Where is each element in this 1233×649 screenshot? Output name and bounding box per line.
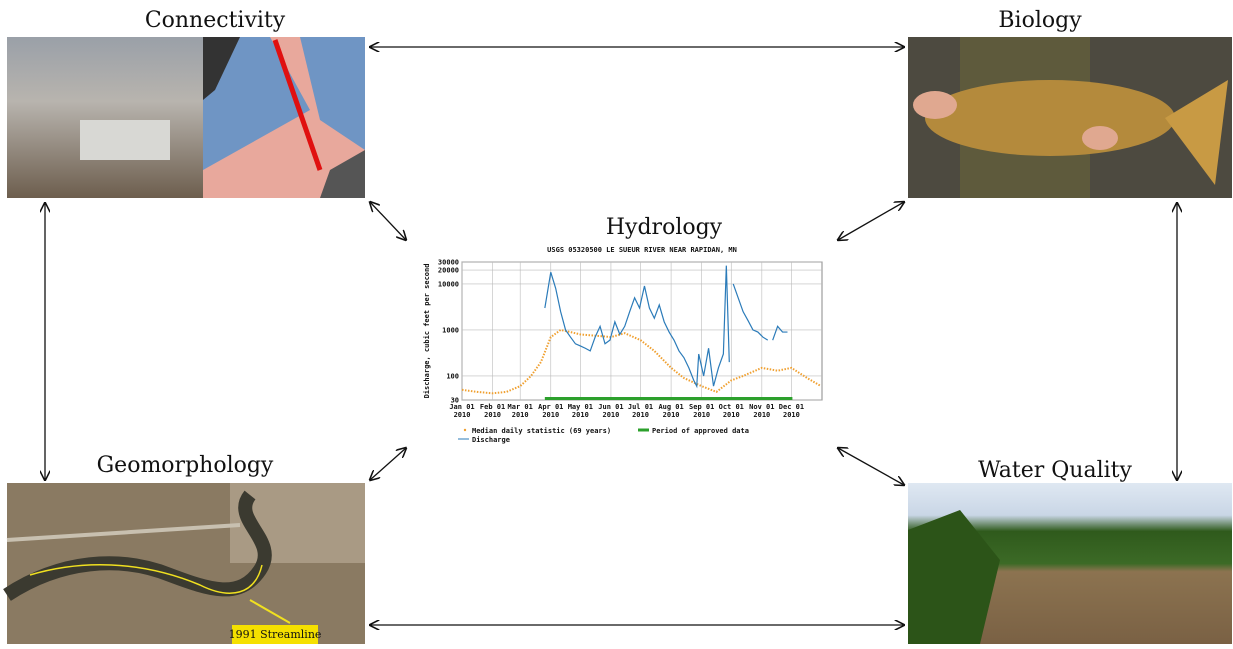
y-axis-label: Discharge, cubic feet per second	[423, 264, 431, 399]
legend-label: Discharge	[472, 436, 510, 444]
y-tick-label: 1000	[442, 326, 459, 334]
y-tick-label: 100	[446, 372, 459, 380]
legend-swatch	[464, 429, 466, 431]
annotation: 1991 Streamline	[229, 628, 322, 641]
y-tick-label: 20000	[438, 267, 459, 275]
node-label: Water Quality	[978, 458, 1132, 483]
connectivity-image	[7, 37, 365, 198]
hydrograph: USGS 05320500 LE SUEUR RIVER NEAR RAPIDA…	[423, 246, 822, 444]
node-label: Biology	[998, 8, 1082, 33]
node-label: Hydrology	[606, 215, 723, 240]
chart-title: USGS 05320500 LE SUEUR RIVER NEAR RAPIDA…	[547, 246, 737, 254]
diagram: 1991 Streamline Connectivity Biology Hyd…	[0, 0, 1233, 644]
node-label: Geomorphology	[97, 453, 274, 478]
geomorphology-image: 1991 Streamline	[7, 483, 365, 644]
legend-label: Period of approved data	[652, 427, 749, 435]
y-tick-label: 10000	[438, 280, 459, 288]
y-tick-label: 30000	[438, 259, 459, 267]
node-label: Connectivity	[145, 8, 286, 33]
water-quality-image	[908, 483, 1232, 644]
legend-label: Median daily statistic (69 years)	[472, 427, 611, 435]
biology-image	[908, 37, 1232, 198]
